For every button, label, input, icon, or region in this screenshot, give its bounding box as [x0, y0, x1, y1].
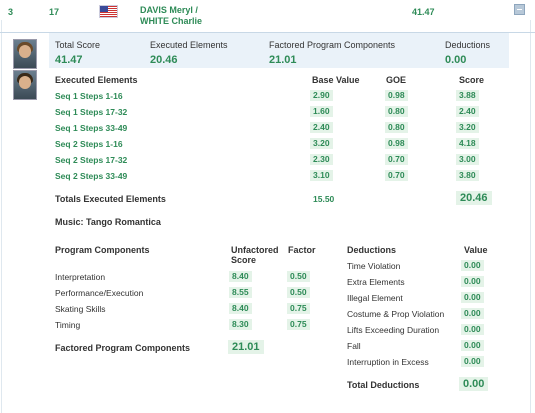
component-score: 8.30: [229, 319, 252, 330]
collapse-minus-icon[interactable]: [514, 4, 525, 15]
element-goe: 0.70: [385, 170, 408, 181]
component-score: 8.40: [229, 271, 252, 282]
total-deductions-label: Total Deductions: [347, 380, 420, 390]
element-score: 3.80: [456, 170, 479, 181]
element-name: Seq 2 Steps 1-16: [55, 139, 123, 149]
element-name: Seq 1 Steps 1-16: [55, 91, 123, 101]
element-score: 4.18: [456, 138, 479, 149]
score-summary: [49, 33, 509, 68]
factored-components-total-label: Factored Program Components: [55, 343, 191, 353]
totals-executed-label: Totals Executed Elements: [55, 194, 166, 204]
goe-header: GOE: [386, 75, 407, 85]
deduction-name: Fall: [347, 341, 361, 351]
element-base: 3.10: [310, 170, 333, 181]
deduction-value: 0.00: [461, 356, 484, 367]
element-name: Seq 1 Steps 17-32: [55, 107, 128, 117]
deduction-name: Illegal Element: [347, 293, 403, 303]
element-base: 1.60: [310, 106, 333, 117]
usa-flag-icon: [99, 5, 118, 18]
element-score: 3.20: [456, 122, 479, 133]
deduction-value: 0.00: [461, 308, 484, 319]
component-name: Performance/Execution: [55, 288, 144, 298]
component-name: Skating Skills: [55, 304, 106, 314]
deduction-name: Extra Elements: [347, 277, 405, 287]
element-name: Seq 1 Steps 33-49: [55, 123, 128, 133]
component-score: 8.55: [229, 287, 252, 298]
factor-header: Factor: [288, 245, 316, 255]
factored-components-label: Factored Program Components: [269, 40, 396, 50]
component-factor: 0.75: [287, 303, 310, 314]
deduction-value: 0.00: [461, 324, 484, 335]
totals-score-value: 20.46: [456, 191, 492, 205]
element-base: 2.40: [310, 122, 333, 133]
avatar: [13, 70, 37, 100]
element-base: 3.20: [310, 138, 333, 149]
skater-names[interactable]: DAVIS Meryl / WHITE Charlie: [140, 5, 202, 27]
element-goe: 0.80: [385, 122, 408, 133]
rank: 3: [8, 7, 14, 17]
deduction-value: 0.00: [461, 276, 484, 287]
element-score: 2.40: [456, 106, 479, 117]
element-name: Seq 2 Steps 33-49: [55, 171, 128, 181]
element-goe: 0.80: [385, 106, 408, 117]
deduction-name: Costume & Prop Violation: [347, 309, 445, 319]
unfactored-label-line1: Unfactored: [231, 245, 279, 255]
deduction-name: Time Violation: [347, 261, 401, 271]
unfactored-score-header: Unfactored Score: [231, 245, 279, 265]
deductions-label: Deductions: [445, 40, 491, 50]
deduction-name: Lifts Exceeding Duration: [347, 325, 440, 335]
element-goe: 0.98: [385, 138, 408, 149]
deduction-value: 0.00: [461, 340, 484, 351]
skater-name-1: DAVIS Meryl /: [140, 5, 198, 15]
deduction-value: 0.00: [461, 260, 484, 271]
executed-elements-header: Executed Elements: [55, 75, 138, 85]
component-score: 8.40: [229, 303, 252, 314]
element-base: 2.30: [310, 154, 333, 165]
factored-components-value: 21.01: [269, 54, 297, 66]
deduction-name: Interruption in Excess: [347, 357, 429, 367]
score-header: Score: [459, 75, 485, 85]
unfactored-label-line2: Score: [231, 255, 257, 265]
component-factor: 0.75: [287, 319, 310, 330]
component-name: Interpretation: [55, 272, 106, 282]
deduction-value-header: Value: [464, 245, 488, 255]
avatar: [13, 39, 37, 69]
component-factor: 0.50: [287, 271, 310, 282]
component-name: Timing: [55, 320, 81, 330]
executed-elements-value: 20.46: [150, 54, 178, 66]
executed-elements-label: Executed Elements: [150, 40, 228, 50]
program-components-header: Program Components: [55, 245, 150, 255]
deductions-header: Deductions: [347, 245, 397, 255]
total-score-value: 41.47: [55, 54, 83, 66]
element-score: 3.88: [456, 90, 479, 101]
header-separator: [0, 32, 535, 33]
element-score: 3.00: [456, 154, 479, 165]
element-goe: 0.70: [385, 154, 408, 165]
start-number: 17: [49, 7, 60, 17]
total-score-header: 41.47: [412, 7, 435, 17]
skater-name-2: WHITE Charlie: [140, 16, 203, 26]
factored-components-total-value: 21.01: [228, 340, 264, 354]
base-value-header: Base Value: [312, 75, 360, 85]
totals-base-value: 15.50: [313, 194, 335, 204]
left-border: [1, 20, 2, 413]
right-border: [530, 20, 531, 413]
element-name: Seq 2 Steps 17-32: [55, 155, 128, 165]
music-title: Music: Tango Romantica: [55, 217, 161, 227]
total-deductions-value: 0.00: [459, 377, 489, 391]
component-factor: 0.50: [287, 287, 310, 298]
element-base: 2.90: [310, 90, 333, 101]
deductions-value: 0.00: [445, 54, 467, 66]
element-goe: 0.98: [385, 90, 408, 101]
total-score-label: Total Score: [55, 40, 101, 50]
deduction-value: 0.00: [461, 292, 484, 303]
